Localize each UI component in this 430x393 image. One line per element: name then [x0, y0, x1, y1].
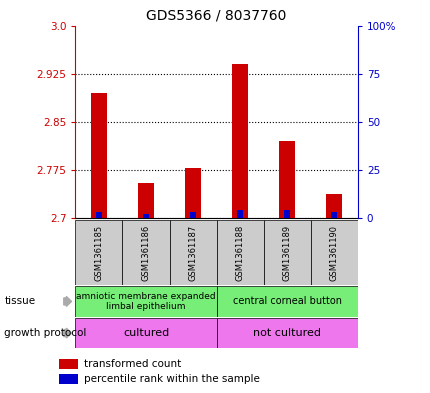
- Text: GSM1361185: GSM1361185: [94, 224, 103, 281]
- Text: not cultured: not cultured: [252, 328, 320, 338]
- Title: GDS5366 / 8037760: GDS5366 / 8037760: [146, 9, 286, 23]
- Bar: [143, 214, 148, 218]
- Bar: [59, 359, 78, 369]
- Text: cultured: cultured: [123, 328, 169, 338]
- Bar: [310, 220, 357, 285]
- Text: central corneal button: central corneal button: [232, 296, 341, 307]
- Bar: [325, 194, 342, 218]
- Bar: [237, 210, 243, 218]
- Text: tissue: tissue: [4, 296, 35, 307]
- Text: GSM1361186: GSM1361186: [141, 224, 150, 281]
- Bar: [284, 210, 289, 218]
- Bar: [184, 168, 201, 218]
- Text: GSM1361187: GSM1361187: [188, 224, 197, 281]
- Text: GSM1361188: GSM1361188: [235, 224, 244, 281]
- Bar: [96, 212, 101, 218]
- Bar: [169, 220, 216, 285]
- Text: amniotic membrane expanded
limbal epithelium: amniotic membrane expanded limbal epithe…: [76, 292, 215, 311]
- Bar: [75, 318, 216, 348]
- Text: GSM1361190: GSM1361190: [329, 224, 338, 281]
- Bar: [138, 183, 154, 218]
- Bar: [59, 375, 78, 384]
- Bar: [122, 220, 169, 285]
- Text: transformed count: transformed count: [83, 359, 181, 369]
- Text: percentile rank within the sample: percentile rank within the sample: [83, 375, 259, 384]
- Bar: [231, 64, 248, 218]
- Bar: [278, 141, 295, 218]
- Bar: [216, 318, 357, 348]
- Text: GSM1361189: GSM1361189: [282, 224, 291, 281]
- Text: growth protocol: growth protocol: [4, 328, 86, 338]
- Bar: [216, 286, 357, 317]
- Bar: [216, 220, 263, 285]
- Bar: [90, 93, 107, 218]
- Bar: [190, 212, 195, 218]
- Bar: [263, 220, 310, 285]
- Bar: [75, 286, 216, 317]
- Bar: [331, 212, 336, 218]
- Bar: [75, 220, 122, 285]
